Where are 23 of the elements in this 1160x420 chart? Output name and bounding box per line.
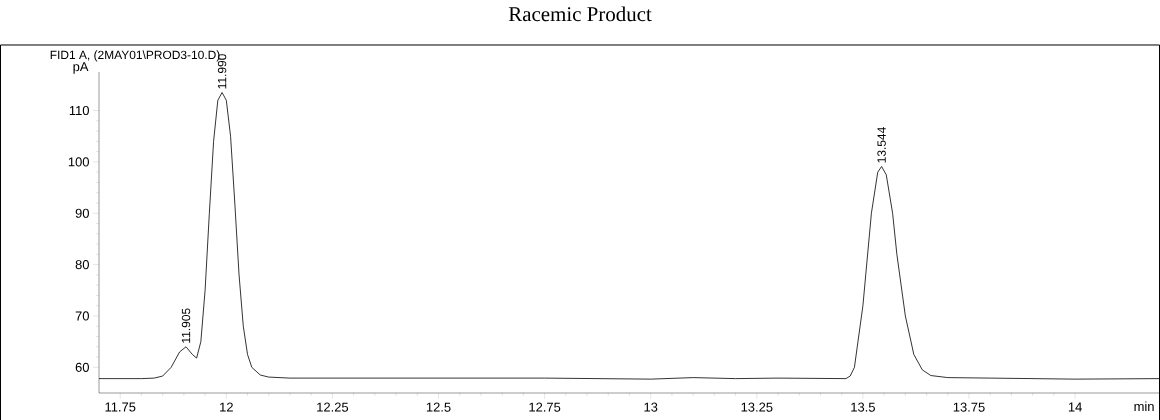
x-tick-label: 11.75 <box>105 402 136 412</box>
y-axis-title: pA <box>73 62 89 74</box>
x-tick-label: 13.25 <box>741 402 773 412</box>
x-tick-label: 12.25 <box>317 402 349 412</box>
chart-title: Racemic Product <box>508 6 652 22</box>
x-tick-label: 12.75 <box>529 402 561 412</box>
y-tick-label: 100 <box>68 157 89 167</box>
x-axis-title: min <box>1134 401 1154 411</box>
y-tick-label: 110 <box>69 105 89 116</box>
y-tick-label: 80 <box>75 260 89 270</box>
y-tick-label: 90 <box>75 208 89 218</box>
x-tick-label: 12 <box>220 402 233 412</box>
annotation: 13.544 <box>877 127 886 163</box>
annotation: 11.990 <box>217 54 227 89</box>
x-tick-label: 13 <box>644 402 658 412</box>
annotation: 11.905 <box>181 308 191 343</box>
y-tick-label: 70 <box>75 311 89 321</box>
chart-subtitle: FID1 A, (2MAY01\PROD3-10.D) <box>50 50 220 62</box>
x-tick-label: 14 <box>1068 402 1082 412</box>
y-tick-label: 60 <box>75 362 89 372</box>
x-tick-label: 13.5 <box>851 402 875 412</box>
x-tick-label: 12.5 <box>426 402 451 412</box>
x-tick-label: 13.75 <box>953 402 985 412</box>
